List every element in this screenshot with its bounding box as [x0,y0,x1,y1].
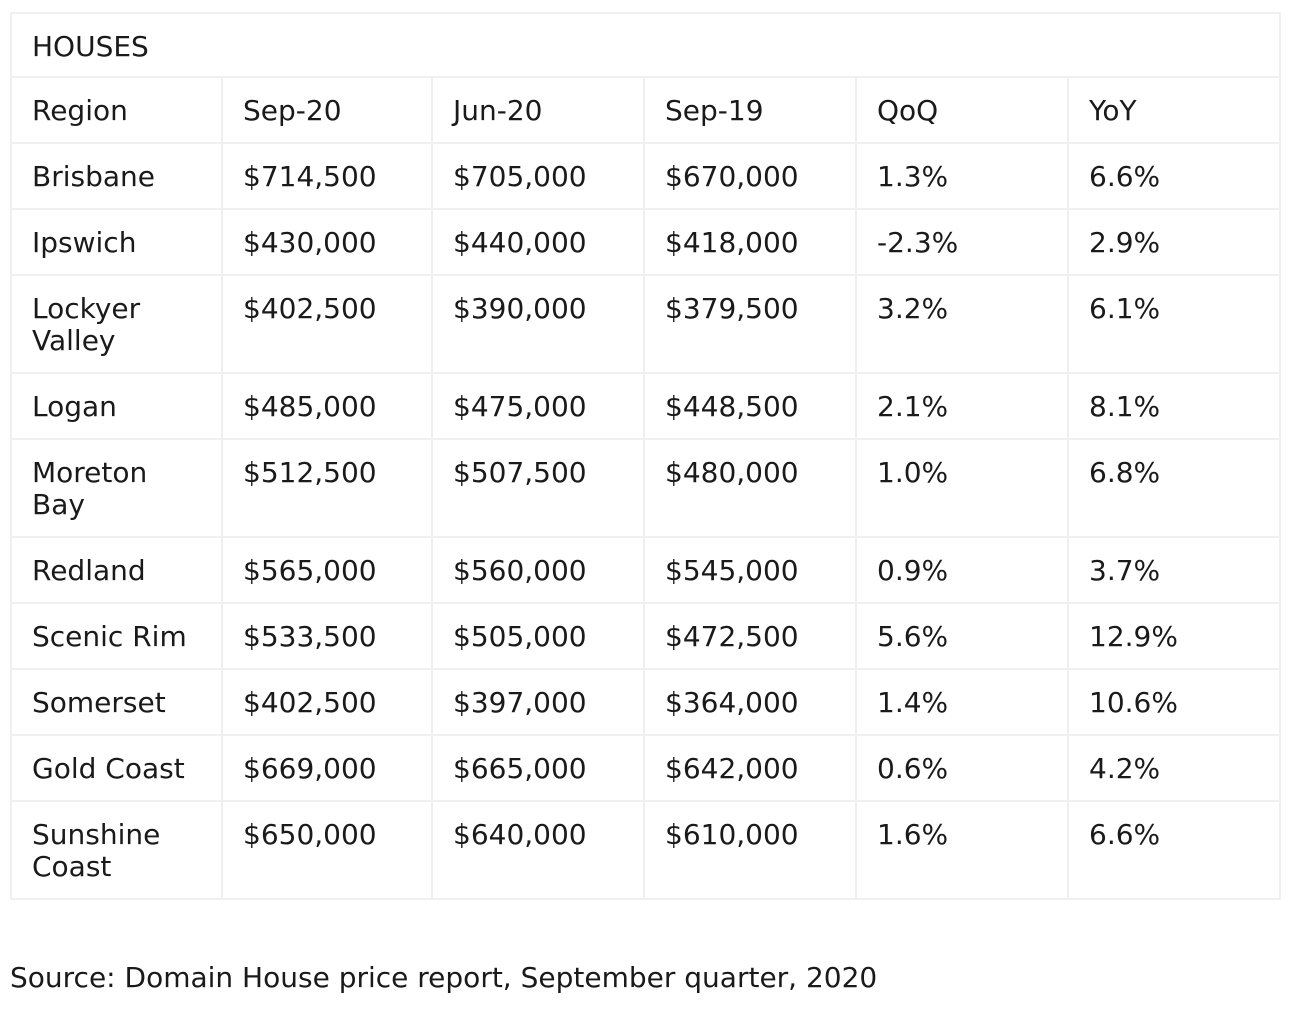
cell-sep-19: $545,000 [643,536,857,604]
cell-jun-20: $705,000 [431,142,645,210]
cell-sep-19: $379,500 [643,274,857,374]
cell-sep-19: $448,500 [643,372,857,440]
table-row: Brisbane $714,500 $705,000 $670,000 1.3%… [10,142,1282,210]
cell-yoy: 10.6% [1066,668,1282,736]
cell-sep-20: $402,500 [221,668,433,736]
cell-jun-20: $440,000 [431,208,645,276]
cell-sep-20: $565,000 [221,536,433,604]
cell-region: Scenic Rim [10,602,223,670]
cell-region: Gold Coast [10,734,223,802]
table-row: Somerset $402,500 $397,000 $364,000 1.4%… [10,668,1282,736]
cell-region: Sunshine Coast [10,800,223,900]
table-row: Ipswich $430,000 $440,000 $418,000 -2.3%… [10,208,1282,276]
cell-jun-20: $390,000 [431,274,645,374]
table-title-row: HOUSES [9,12,1282,78]
cell-sep-19: $418,000 [643,208,857,276]
table-row: Logan $485,000 $475,000 $448,500 2.1% 8.… [10,372,1282,440]
cell-yoy: 6.1% [1066,274,1282,374]
table-row: Gold Coast $669,000 $665,000 $642,000 0.… [10,734,1282,802]
houses-table: HOUSES Region Sep-20 Jun-20 Sep-19 QoQ Y… [9,12,1282,900]
cell-region: Brisbane [10,142,223,210]
cell-sep-20: $512,500 [221,438,433,538]
cell-qoq: 1.6% [855,800,1069,900]
cell-region: Somerset [10,668,223,736]
cell-region: Ipswich [10,208,223,276]
column-header-sep-19: Sep-19 [643,76,857,144]
column-header-yoy: YoY [1066,76,1282,144]
cell-jun-20: $475,000 [431,372,645,440]
cell-sep-19: $472,500 [643,602,857,670]
cell-jun-20: $665,000 [431,734,645,802]
cell-sep-20: $533,500 [221,602,433,670]
cell-jun-20: $560,000 [431,536,645,604]
source-caption: Source: Domain House price report, Septe… [10,961,878,994]
table-row: Scenic Rim $533,500 $505,000 $472,500 5.… [10,602,1282,670]
cell-sep-20: $485,000 [221,372,433,440]
cell-qoq: 5.6% [855,602,1069,670]
cell-yoy: 6.6% [1066,800,1282,900]
cell-sep-20: $714,500 [221,142,433,210]
cell-sep-20: $402,500 [221,274,433,374]
cell-qoq: 2.1% [855,372,1069,440]
cell-region: Lockyer Valley [10,274,223,374]
cell-qoq: -2.3% [855,208,1069,276]
cell-sep-20: $430,000 [221,208,433,276]
cell-sep-20: $650,000 [221,800,433,900]
cell-qoq: 3.2% [855,274,1069,374]
cell-qoq: 1.3% [855,142,1069,210]
table-row: Sunshine Coast $650,000 $640,000 $610,00… [10,800,1282,900]
cell-yoy: 4.2% [1066,734,1282,802]
table-row: Moreton Bay $512,500 $507,500 $480,000 1… [10,438,1282,538]
cell-qoq: 0.6% [855,734,1069,802]
cell-yoy: 2.9% [1066,208,1282,276]
cell-region: Logan [10,372,223,440]
cell-sep-20: $669,000 [221,734,433,802]
table-title: HOUSES [9,12,1282,78]
table-row: Lockyer Valley $402,500 $390,000 $379,50… [10,274,1282,374]
cell-qoq: 1.4% [855,668,1069,736]
cell-yoy: 12.9% [1066,602,1282,670]
table-header-row: Region Sep-20 Jun-20 Sep-19 QoQ YoY [10,76,1282,144]
column-header-sep-20: Sep-20 [221,76,433,144]
houses-table-container: HOUSES Region Sep-20 Jun-20 Sep-19 QoQ Y… [9,12,1282,900]
cell-sep-19: $610,000 [643,800,857,900]
cell-yoy: 6.8% [1066,438,1282,538]
cell-sep-19: $670,000 [643,142,857,210]
cell-sep-19: $642,000 [643,734,857,802]
cell-jun-20: $505,000 [431,602,645,670]
cell-yoy: 6.6% [1066,142,1282,210]
column-header-qoq: QoQ [855,76,1069,144]
cell-jun-20: $507,500 [431,438,645,538]
cell-region: Redland [10,536,223,604]
table-row: Redland $565,000 $560,000 $545,000 0.9% … [10,536,1282,604]
cell-yoy: 8.1% [1066,372,1282,440]
cell-region: Moreton Bay [10,438,223,538]
cell-qoq: 0.9% [855,536,1069,604]
cell-qoq: 1.0% [855,438,1069,538]
cell-sep-19: $364,000 [643,668,857,736]
cell-jun-20: $397,000 [431,668,645,736]
column-header-jun-20: Jun-20 [431,76,645,144]
cell-yoy: 3.7% [1066,536,1282,604]
cell-jun-20: $640,000 [431,800,645,900]
column-header-region: Region [10,76,223,144]
cell-sep-19: $480,000 [643,438,857,538]
